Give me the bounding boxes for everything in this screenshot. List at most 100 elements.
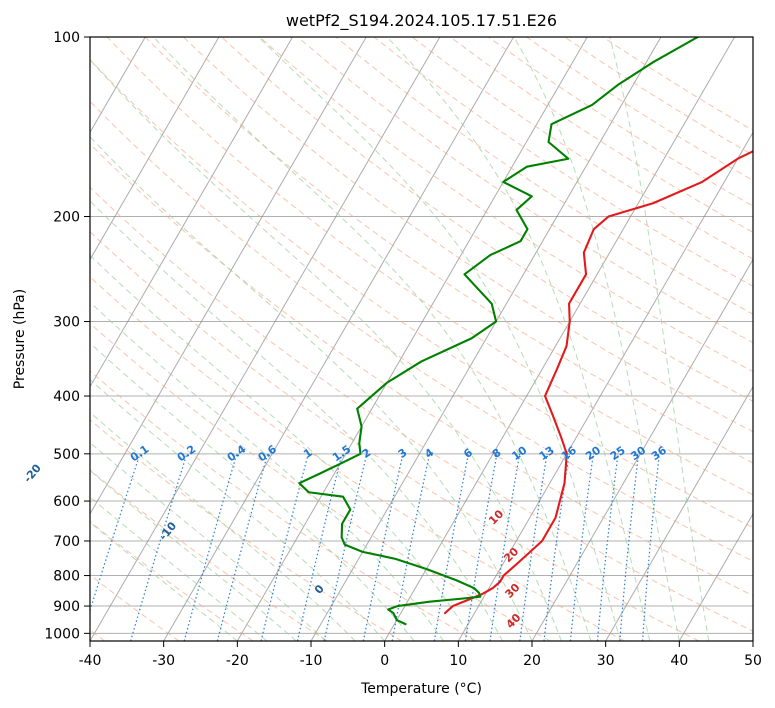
mixing-ratio-line	[464, 453, 498, 641]
moist-adiabat-line	[90, 342, 415, 641]
inner-labels-layer: -100-90-80-70-60-50-40-30-20-10010203040…	[21, 442, 669, 631]
dry-adiabat-label: -10	[157, 519, 180, 543]
mixing-ratio-label: 13	[537, 444, 557, 463]
moist-adiabat-line	[90, 521, 238, 641]
mixing-ratio-label: 20	[583, 444, 603, 464]
moist-adiabat-line	[153, 37, 592, 641]
y-tick-label: 300	[53, 315, 80, 331]
x-tick-label: 10	[449, 653, 467, 669]
dry-adiabat-line	[90, 370, 477, 641]
dewpoint-line	[298, 37, 699, 626]
x-tick-label: 40	[670, 653, 688, 669]
mixing-ratio-label: 4	[422, 446, 436, 461]
axes: -40 -30 -20 -10 0 10 20 30 40 5010009008007006005…	[44, 30, 762, 669]
dry-adiabat-line	[90, 58, 753, 529]
dry-adiabat-line	[221, 37, 753, 402]
chart-title: wetPf2_S194.2024.105.17.51.E26	[286, 11, 557, 31]
mixing-ratio-line	[323, 453, 368, 641]
isotherm-line	[605, 385, 753, 641]
isotherm-line	[163, 37, 515, 641]
x-tick-label: -30	[152, 653, 175, 669]
plot-frame	[89, 36, 754, 642]
dry-adiabat-line	[90, 419, 403, 641]
y-tick-label: 800	[53, 569, 80, 585]
y-axis-label: Pressure (hPa)	[12, 289, 28, 389]
mixing-ratio-line	[642, 453, 660, 641]
isotherm-line	[0, 37, 72, 641]
isotherm-line	[90, 37, 441, 641]
x-tick-label: -40	[79, 653, 102, 669]
isotherm-line	[310, 37, 662, 641]
mixing-ratio-label: 16	[559, 444, 579, 464]
mixing-ratio-line	[619, 453, 640, 641]
dry-adiabat-line	[564, 37, 753, 156]
y-tick-label: 600	[53, 494, 80, 510]
isotherm-line	[384, 37, 736, 641]
y-tick-label: 100	[53, 30, 80, 46]
isotherm-line	[752, 640, 753, 641]
y-tick-label: 500	[53, 447, 80, 463]
moist-adiabat-line	[90, 411, 356, 641]
dry-adiabat-line	[90, 276, 625, 641]
y-tick-label: 700	[53, 534, 80, 550]
dry-adiabat-line	[90, 574, 180, 641]
x-tick-label: 50	[744, 653, 762, 669]
moist-adiabat-line	[90, 496, 268, 641]
mixing-ratio-label: 0.4	[225, 442, 249, 464]
mixing-ratio-line	[569, 453, 594, 641]
moist-adiabat-line	[90, 301, 445, 641]
mixing-ratio-line	[183, 453, 238, 641]
moist-adiabat-line	[90, 378, 386, 641]
background-lines	[0, 37, 753, 641]
x-tick-label: 30	[597, 653, 615, 669]
dry-adiabat-line	[106, 37, 753, 496]
isotherm-line	[90, 37, 294, 388]
x-axis-label: Temperature (°C)	[360, 681, 482, 697]
y-tick-label: 400	[53, 389, 80, 405]
mixing-ratio-line	[90, 453, 141, 613]
dry-adiabat-line	[90, 230, 700, 641]
moist-adiabat-line	[90, 441, 327, 641]
moist-adiabat-line	[258, 37, 621, 641]
moist-adiabat-label: 30	[503, 581, 523, 601]
isotherm-line	[531, 258, 753, 641]
mixing-ratio-line	[130, 453, 188, 641]
dry-adiabat-line	[90, 469, 328, 641]
plot-area	[0, 37, 753, 641]
mixing-ratio-line	[260, 453, 309, 641]
dry-adiabat-line	[335, 37, 753, 315]
dry-adiabat-line	[144, 37, 753, 464]
data-series-layer	[298, 37, 753, 626]
moist-adiabat-line	[90, 254, 474, 641]
dry-adiabat-line	[90, 520, 254, 641]
x-tick-label: 20	[523, 653, 541, 669]
mixing-ratio-line	[391, 453, 431, 641]
mixing-ratio-label: 0.6	[256, 442, 280, 464]
isotherm-line	[457, 131, 753, 641]
moist-adiabat-line	[90, 469, 297, 641]
isotherm-line	[678, 512, 753, 641]
y-tick-label: 1000	[44, 626, 80, 642]
mixing-ratio-line	[216, 453, 269, 641]
moist-adiabat-line	[513, 37, 680, 641]
mixing-ratio-label: 30	[628, 444, 648, 464]
y-tick-label: 200	[53, 210, 80, 226]
dry-adiabat-line	[90, 322, 551, 641]
dry-adiabat-line	[373, 37, 753, 287]
isotherm-line	[90, 37, 220, 261]
dry-adiabat-line	[449, 37, 753, 233]
moist-adiabat-line	[609, 37, 710, 641]
dry-adiabat-line	[297, 37, 753, 344]
mixing-ratio-label: 25	[608, 444, 628, 463]
isotherm-line	[90, 37, 367, 515]
dry-adiabat-line	[526, 37, 753, 181]
x-tick-label: -20	[226, 653, 249, 669]
mixing-ratio-label: 0.1	[128, 443, 151, 465]
x-tick-label: 0	[380, 653, 389, 669]
mixing-ratio-line	[596, 453, 619, 641]
dry-adiabat-line	[411, 37, 753, 260]
moist-adiabat-label: 40	[504, 611, 524, 631]
dry-adiabat-line	[90, 186, 753, 632]
mixing-ratio-label: 36	[649, 444, 669, 464]
